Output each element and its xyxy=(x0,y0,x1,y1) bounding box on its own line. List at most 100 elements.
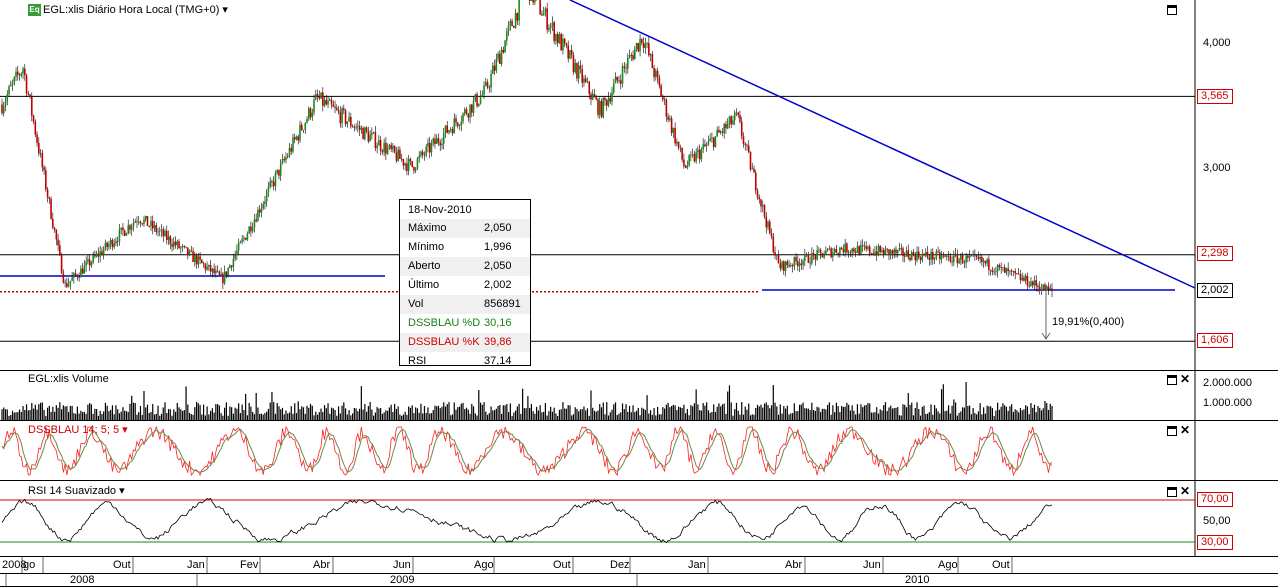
volume-panel[interactable] xyxy=(1,382,1053,420)
dss-panel-title[interactable]: DSSBLAU 14; 5; 5 ▾ xyxy=(28,424,128,437)
candle-body xyxy=(151,220,154,229)
candle-body xyxy=(956,254,959,264)
candle-body xyxy=(674,128,676,144)
candle-body xyxy=(637,43,640,52)
rsi-title-text: RSI 14 Suavizado xyxy=(28,485,117,497)
chevron-down-icon[interactable]: ▾ xyxy=(119,485,125,497)
candle-body xyxy=(385,142,387,154)
candle-body xyxy=(108,244,110,247)
candle-body xyxy=(469,104,471,118)
candle-body xyxy=(362,128,364,140)
candle-body xyxy=(819,249,822,253)
candle-body xyxy=(1003,267,1006,273)
candle-body xyxy=(36,134,38,143)
candle-body xyxy=(977,256,980,259)
candle-body xyxy=(509,21,512,26)
candle-body xyxy=(1033,280,1036,286)
candle-body xyxy=(816,250,818,260)
candle-body xyxy=(222,273,224,284)
candle-body xyxy=(344,110,347,125)
candle-body xyxy=(874,251,876,255)
close-icon[interactable]: ✕ xyxy=(1180,484,1191,498)
candle-body xyxy=(474,94,477,101)
candle-body xyxy=(974,254,976,256)
rsi-panel[interactable] xyxy=(0,497,1195,544)
candle-body xyxy=(432,138,435,144)
maximize-icon[interactable] xyxy=(1167,426,1177,436)
last-price-tag: 2,002 xyxy=(1197,283,1233,298)
candle-body xyxy=(346,121,349,125)
close-icon[interactable]: ✕ xyxy=(1180,423,1191,437)
candle-body xyxy=(930,251,932,260)
chart-title[interactable]: EGL:xlis Diário Hora Local (TMG+0) ▾ xyxy=(43,4,228,17)
candle-body xyxy=(788,264,790,267)
chevron-down-icon[interactable]: ▾ xyxy=(122,424,128,436)
month-label: Jun xyxy=(393,559,411,571)
candle-body xyxy=(6,94,9,102)
candle-body xyxy=(556,34,559,44)
candle-body xyxy=(374,132,377,149)
candle-body xyxy=(1000,267,1002,268)
candle-body xyxy=(190,250,193,252)
candle-body xyxy=(856,246,859,253)
volume-tick-1m: 1.000.000 xyxy=(1203,397,1252,409)
candle-body xyxy=(648,43,650,56)
tooltip-key: Mínimo xyxy=(408,241,445,253)
month-label: Out xyxy=(553,559,571,571)
rsi-panel-title[interactable]: RSI 14 Suavizado ▾ xyxy=(28,485,125,498)
candle-body xyxy=(895,249,897,254)
candle-body xyxy=(397,149,399,161)
candle-body xyxy=(595,97,598,100)
candle-body xyxy=(996,265,999,272)
candle-body xyxy=(716,129,718,137)
chevron-down-icon[interactable]: ▾ xyxy=(222,4,228,16)
candle-body xyxy=(48,197,51,200)
candle-body xyxy=(45,170,47,190)
candle-body xyxy=(248,226,250,234)
candle-body xyxy=(171,244,173,247)
candle-body xyxy=(1,104,3,114)
candle-body xyxy=(188,250,191,255)
candle-body xyxy=(693,154,696,162)
candle-body xyxy=(25,75,28,94)
candle-body xyxy=(516,12,519,21)
year-label: 2010 xyxy=(905,574,930,586)
candle-body xyxy=(493,65,496,71)
candle-body xyxy=(1024,275,1027,281)
candle-body xyxy=(194,255,196,262)
candle-body xyxy=(2,106,5,114)
candle-body xyxy=(23,68,26,76)
candle-body xyxy=(909,257,911,261)
candle-body xyxy=(470,104,473,113)
candle-body xyxy=(1028,285,1031,287)
candle-body xyxy=(341,108,343,124)
candle-body xyxy=(623,66,626,68)
tooltip-row: Último 2,002 xyxy=(400,276,530,295)
candle-body xyxy=(481,94,484,97)
dss-panel[interactable] xyxy=(1,425,1053,477)
price-panel[interactable] xyxy=(0,0,1196,342)
candle-body xyxy=(1038,286,1041,291)
candle-body xyxy=(891,250,894,254)
maximize-icon[interactable] xyxy=(1167,487,1177,497)
candle-body xyxy=(449,129,452,131)
tooltip-value: 37,14 xyxy=(484,355,512,367)
maximize-icon[interactable] xyxy=(1167,5,1177,15)
close-icon[interactable]: ✕ xyxy=(1180,372,1191,386)
candle-body xyxy=(875,251,878,256)
candle-body xyxy=(877,245,880,256)
candle-body xyxy=(158,230,161,232)
candle-body xyxy=(99,251,101,257)
candle-body xyxy=(348,116,350,122)
candle-body xyxy=(1016,273,1018,275)
candle-body xyxy=(518,0,520,21)
candle-body xyxy=(43,167,45,171)
level-tag-support: 1,606 xyxy=(1197,333,1233,348)
candle-body xyxy=(95,253,98,257)
candle-body xyxy=(581,69,584,83)
maximize-icon[interactable] xyxy=(1167,375,1177,385)
price-tick-3000: 3,000 xyxy=(1203,162,1231,174)
candle-body xyxy=(153,225,156,229)
candle-body xyxy=(229,265,231,269)
candle-body xyxy=(288,147,291,157)
